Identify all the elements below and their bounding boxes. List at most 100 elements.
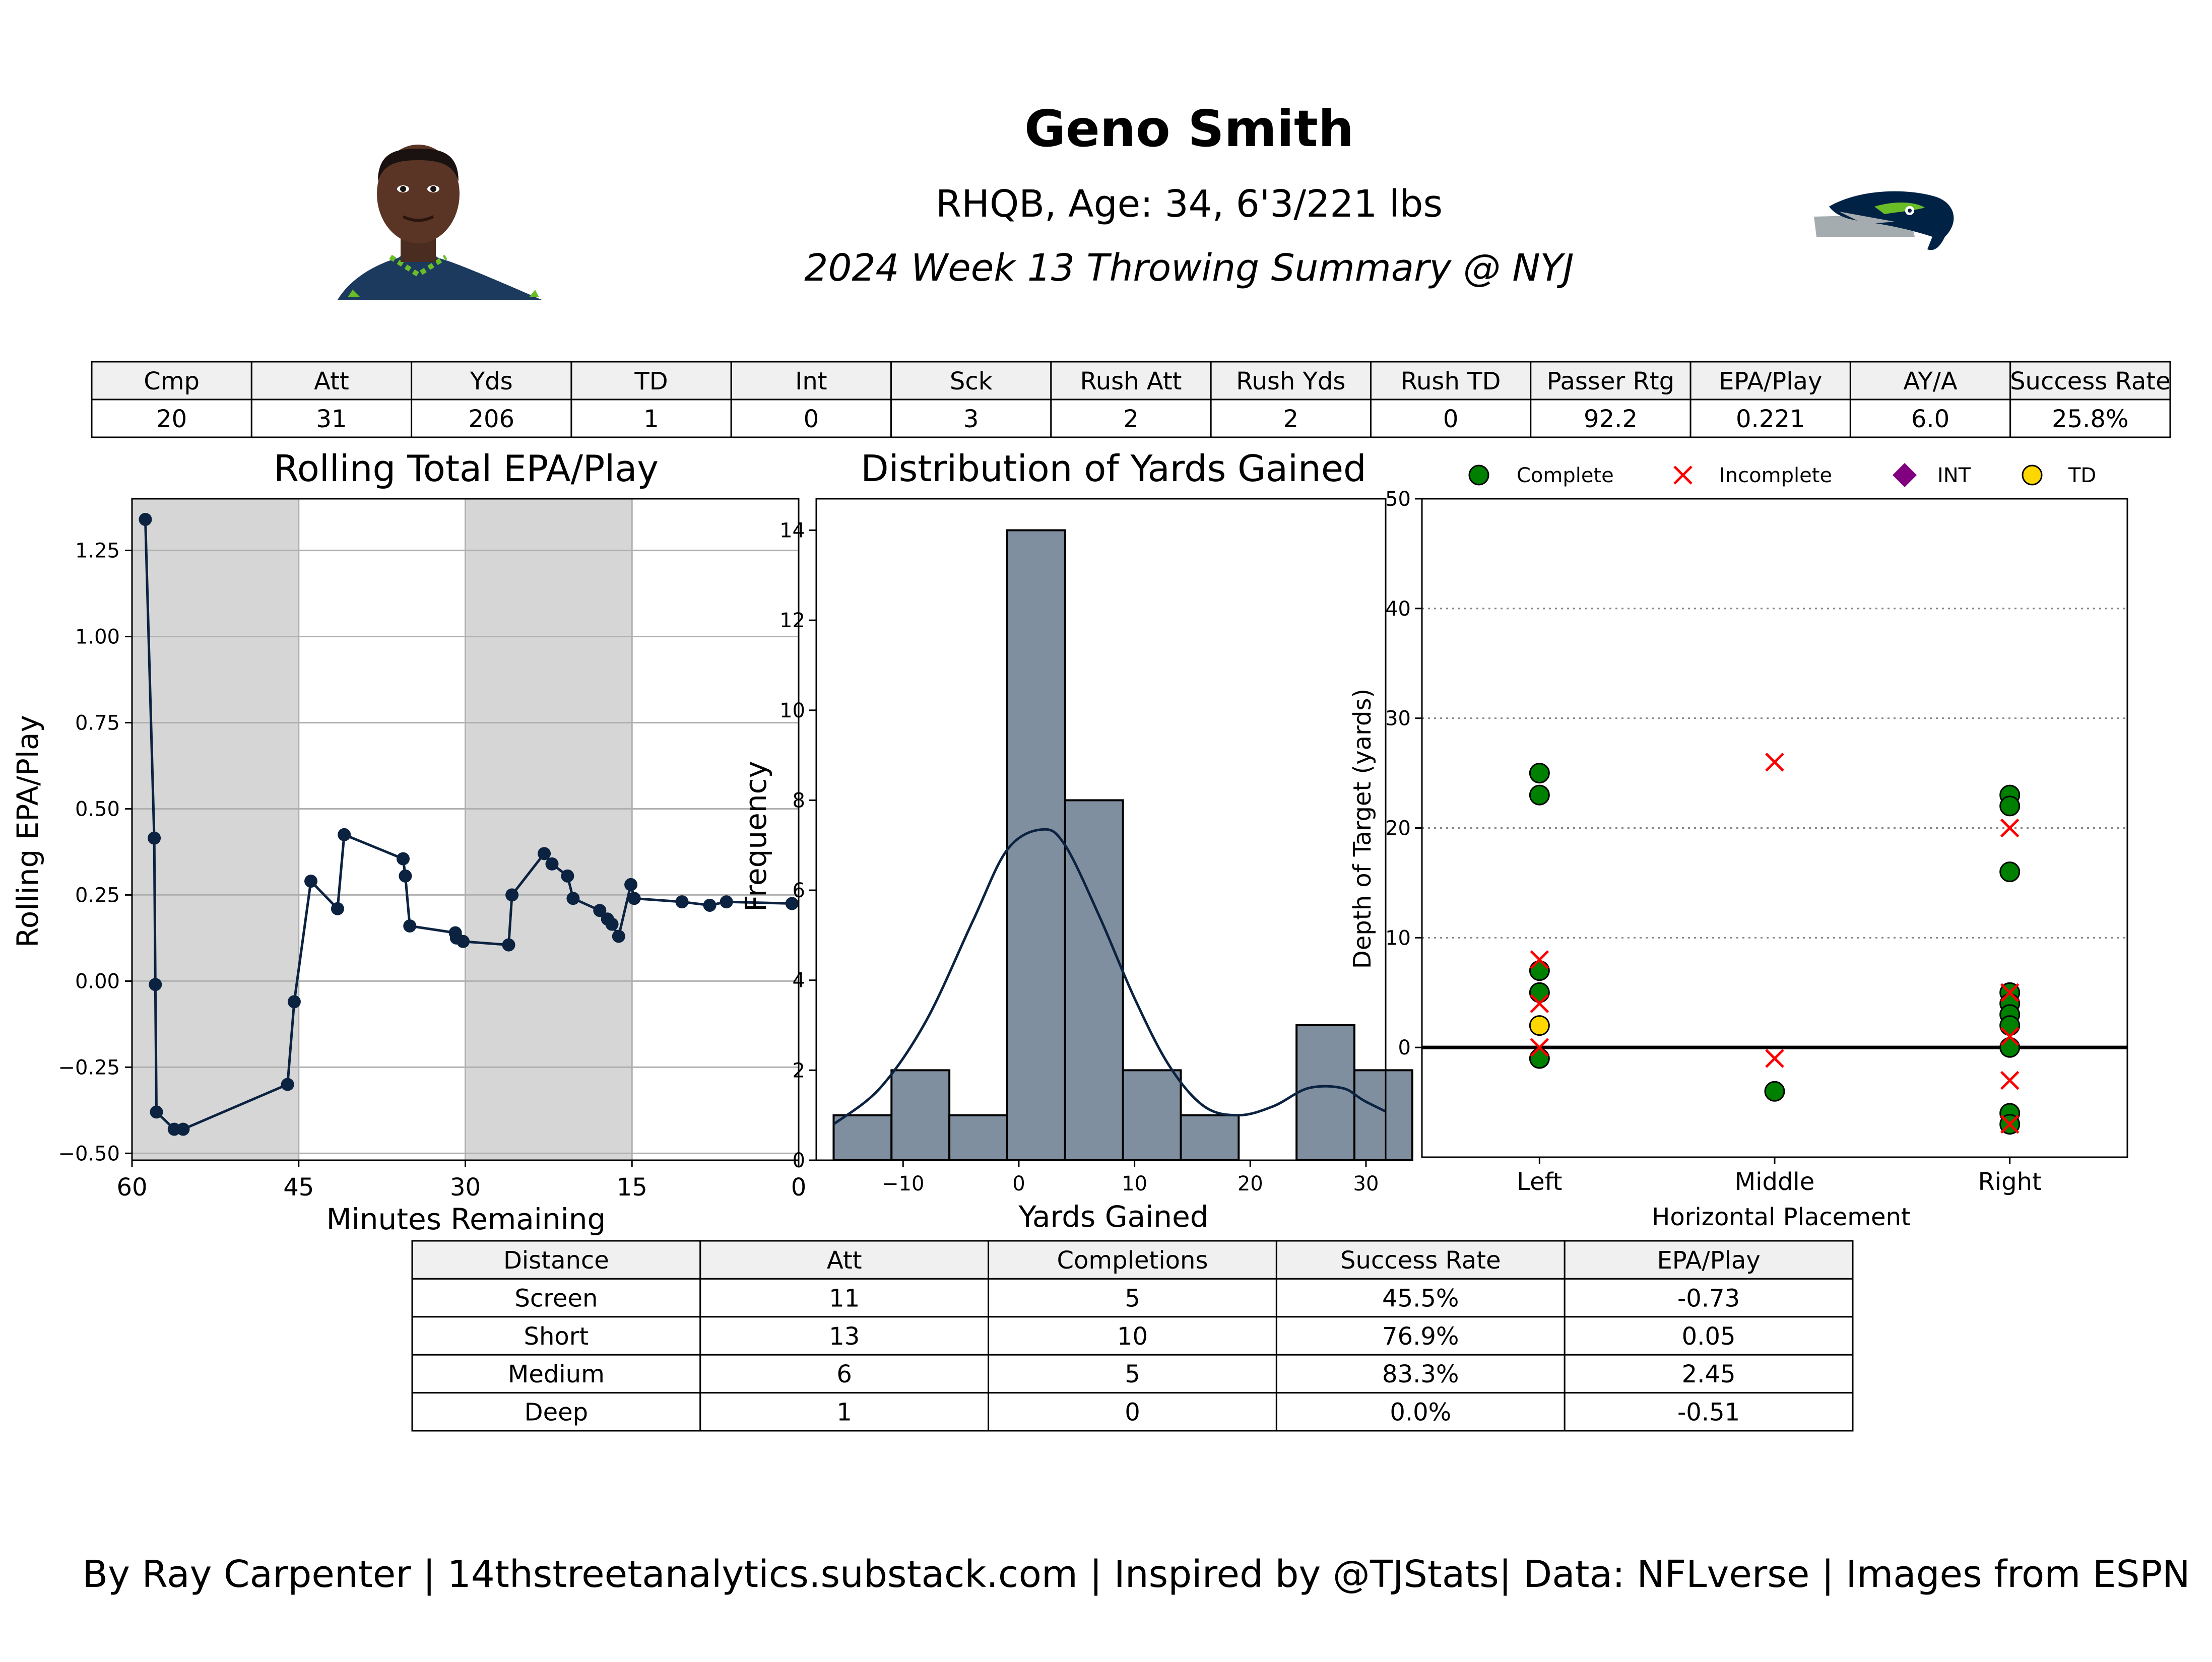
y-tick-label: 6: [793, 879, 805, 902]
stats-value-cell: [1370, 398, 1532, 438]
stats-header-cell: [1050, 361, 1212, 401]
stats-header-label: Rush TD: [1401, 367, 1501, 395]
histogram-bar: [1180, 1114, 1240, 1161]
credits-footer: By Ray Carpenter | 14thstreetanalytics.s…: [82, 1553, 2190, 1596]
depth-cell: [699, 1278, 990, 1318]
depth-cell: [1275, 1392, 1566, 1432]
depth-cell-value: -0.73: [1677, 1284, 1740, 1312]
yards-dist-xlabel: Yards Gained: [1018, 1200, 1208, 1234]
depth-header-cell: [699, 1240, 990, 1280]
histogram-bar: [1006, 529, 1066, 1161]
complete-marker: [1999, 1037, 2021, 1058]
stats-header-label: Int: [795, 367, 827, 395]
incomplete-marker: [2000, 983, 2020, 1003]
stats-header-cell: [1689, 361, 1851, 401]
y-tick-label: 10: [779, 699, 805, 722]
epa-point: [149, 978, 162, 991]
y-tick-label: 0: [1398, 1036, 1411, 1059]
epa-point: [397, 852, 410, 866]
y-tick-label: −0.50: [58, 1142, 120, 1165]
epa-point: [561, 869, 574, 883]
depth-cell-value: Screen: [514, 1284, 598, 1312]
epa-point: [538, 847, 551, 860]
legend-label: Complete: [1517, 464, 1614, 487]
epa-point: [675, 895, 689, 909]
x-tick-label: 60: [116, 1173, 147, 1202]
legend-label: Incomplete: [1719, 464, 1832, 487]
incomplete-marker: [1530, 950, 1549, 969]
depth-cell-value: 45.5%: [1382, 1284, 1459, 1312]
y-tick-label: 40: [1385, 597, 1411, 621]
stats-value-cell: [2009, 398, 2171, 438]
depth-cell: [1275, 1316, 1566, 1356]
epa-point: [399, 869, 412, 883]
stats-header-label: EPA/Play: [1719, 367, 1822, 395]
depth-cell: [1564, 1392, 1854, 1432]
stats-header-label: Passer Rtg: [1547, 367, 1674, 395]
rolling-epa-ylabel: Rolling EPA/Play: [11, 715, 45, 948]
stats-header-cell: [730, 361, 892, 401]
complete-marker: [1999, 1015, 2021, 1036]
depth-header-cell: [1275, 1240, 1566, 1280]
stats-header-label: TD: [634, 367, 668, 395]
incomplete-stroke: [1765, 1049, 1784, 1068]
y-tick-label: 14: [779, 519, 805, 543]
stats-header-label: Att: [314, 367, 349, 395]
stats-header-cell: [890, 361, 1052, 401]
seahawks-logo: [1814, 191, 1954, 250]
depth-cell: [988, 1316, 1277, 1356]
incomplete-stroke: [2000, 1114, 2020, 1134]
stats-value: 0: [1443, 405, 1459, 433]
stats-value: 1: [643, 405, 659, 433]
depth-header-label: Completions: [1057, 1246, 1208, 1275]
legend-incomplete-icon: [1673, 466, 1693, 485]
depth-cell-value: 6: [836, 1360, 852, 1388]
stats-header-cell: [570, 361, 732, 401]
yards-distribution-chart: −10 0 10 20 30 0 2 4 6 8 10 12 14: [779, 498, 1413, 1195]
depth-cell: [988, 1278, 1277, 1318]
epa-point: [139, 513, 152, 526]
legend-int-icon: [1893, 463, 1917, 487]
y-tick-label: 30: [1385, 707, 1411, 730]
incomplete-marker: [2000, 818, 2020, 838]
incomplete-stroke: [2000, 1027, 2020, 1046]
complete-marker: [1529, 784, 1550, 806]
x-tick-label: 30: [450, 1173, 481, 1202]
histogram-bar: [948, 1114, 1008, 1161]
stats-header-cell: [1210, 361, 1372, 401]
depth-cell: [699, 1392, 990, 1432]
yards-dist-ylabel: Frequency: [739, 761, 773, 912]
depth-cell: [1564, 1316, 1854, 1356]
rolling-epa-chart: 60 45 30 15 0−0.50−0.250.000.250.500.751.001…: [58, 498, 806, 1202]
epa-point: [176, 1122, 190, 1136]
stats-value: 206: [468, 405, 514, 433]
y-tick-label: 20: [1385, 817, 1411, 840]
epa-point: [785, 897, 799, 910]
y-tick-label: 4: [793, 969, 805, 992]
placement-xlabel: Horizontal Placement: [1652, 1203, 1911, 1231]
epa-point: [403, 919, 417, 933]
depth-cell: [988, 1354, 1277, 1394]
stats-header-cell: [411, 361, 572, 401]
y-tick-label: −0.25: [58, 1056, 120, 1079]
histogram-bar: [1353, 1069, 1413, 1162]
legend-x-stroke: [1673, 466, 1693, 485]
epa-point: [627, 892, 641, 905]
epa-point: [457, 935, 470, 948]
complete-marker: [1764, 1081, 1785, 1102]
legend-label: INT: [1937, 464, 1971, 487]
epa-point: [545, 857, 559, 871]
y-tick-label: 12: [779, 609, 805, 632]
stats-value-cell: [1050, 398, 1212, 438]
histogram-bar: [890, 1069, 951, 1162]
complete-marker: [1529, 1048, 1550, 1069]
depth-header-cell: [988, 1240, 1277, 1280]
complete-marker: [1999, 861, 2021, 883]
depth-header-cell: [1564, 1240, 1854, 1280]
incomplete-marker: [2000, 1071, 2020, 1090]
stats-header-label: Yds: [470, 367, 513, 395]
stats-value: 20: [156, 405, 187, 433]
histogram-bar: [1064, 799, 1124, 1161]
